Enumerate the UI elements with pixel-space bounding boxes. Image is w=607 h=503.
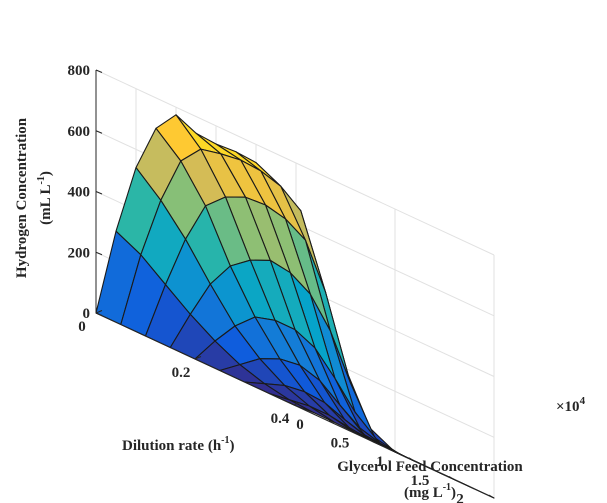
z-tick-label-4: 800 (68, 63, 91, 79)
x-tick-mark-1 (328, 420, 335, 425)
x-axis-line (293, 404, 495, 499)
z-tick-mark-0 (95, 312, 103, 316)
x-tick-mark-0 (288, 401, 295, 406)
z-tick-mark-1 (95, 251, 103, 256)
z-tick-mark-2 (95, 191, 103, 195)
x-axis-label: Glycerol Feed Concentration (337, 459, 523, 475)
x-tick-label-3: 1.5 (411, 473, 430, 489)
z-axis-label-line2: (mL L-1) (36, 171, 54, 225)
x-axis-label-unit: (mg L-1) (404, 482, 456, 501)
x-tick-mark-2 (368, 438, 375, 443)
x-tick-mark-4 (448, 475, 455, 480)
x-tick-mark-5 (488, 494, 495, 499)
x-tick-label-1: 0.5 (331, 436, 350, 452)
z-tick-label-0: 0 (83, 306, 91, 322)
z-tick-label-1: 200 (68, 245, 91, 261)
z-axis-label-line1: Hydrogen Concentration (14, 117, 30, 278)
z-tick-label-3: 600 (68, 124, 91, 140)
y-tick-mark-2 (293, 402, 301, 406)
z-tick-mark-3 (95, 130, 103, 134)
x-tick-label-2: 1 (376, 454, 384, 470)
y-tick-mark-1 (194, 356, 202, 360)
y-tick-label-1: 0.2 (172, 365, 191, 381)
x-tick-label-0: 0 (296, 417, 304, 433)
surface-layer (95, 114, 495, 499)
x-axis-multiplier: ×104 (556, 395, 586, 415)
z-tick-mark-4 (95, 69, 103, 73)
z-tick-label-2: 400 (68, 185, 91, 201)
x-tick-label-4: 2 (456, 491, 464, 503)
y-tick-mark-0 (95, 310, 103, 314)
y-axis-label: Dilution rate (h-1) (122, 435, 235, 454)
y-tick-label-2: 0.4 (271, 411, 290, 427)
x-tick-mark-3 (408, 457, 415, 462)
y-tick-label-0: 0 (78, 319, 86, 335)
